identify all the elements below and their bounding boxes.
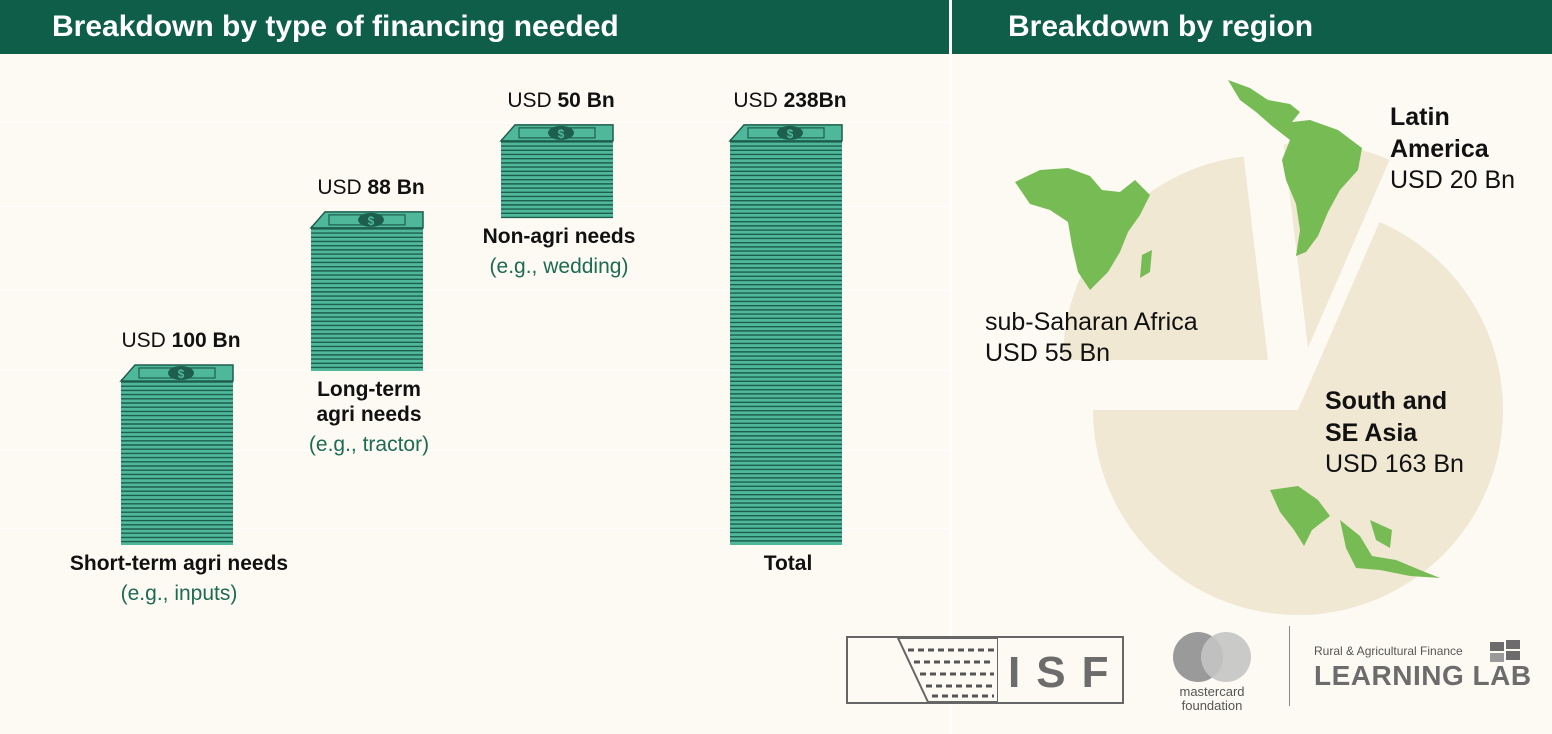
learning-lab-title: LEARNING LAB <box>1314 660 1532 691</box>
south-asia-map-icon <box>1270 486 1440 578</box>
money-stack: $ <box>309 211 424 371</box>
money-stack: $ <box>499 124 614 219</box>
stack-value-label: USD 50 Bn <box>507 88 615 112</box>
dollar-icon <box>777 125 803 140</box>
dollar-icon <box>358 212 384 227</box>
stack-value-label: USD 238Bn <box>733 88 847 112</box>
learning-lab-logo: Rural & Agricultural Finance LEARNING LA… <box>1314 640 1534 700</box>
region-maps <box>1015 80 1440 578</box>
mastercard-text: mastercard <box>1179 684 1245 699</box>
category-example: (e.g., inputs) <box>120 582 238 605</box>
pie-slice <box>1063 156 1268 360</box>
category-label: Non-agri needs <box>482 224 636 248</box>
category-label: Long-term agri needs <box>316 378 422 426</box>
gridline <box>0 450 949 451</box>
learning-lab-emblem-icon <box>1490 640 1520 662</box>
money-stack-chart: $ $ $ $ <box>119 124 843 545</box>
mastercard-circles-icon <box>1173 632 1251 682</box>
category-label: Total <box>763 552 813 575</box>
money-stack: $ <box>119 364 234 545</box>
dollar-sign: $ <box>558 127 565 141</box>
learning-lab-subtitle: Rural & Agricultural Finance <box>1314 644 1463 658</box>
region-name-label: sub-Saharan Africa <box>985 308 1198 336</box>
logo-separator <box>1289 626 1290 706</box>
madagascar-map-icon <box>1140 250 1152 278</box>
isf-emblem-icon <box>896 638 998 702</box>
gridline <box>0 290 949 291</box>
isf-logo: ISF <box>846 636 1124 704</box>
left-section-title: Breakdown by type of financing needed <box>0 0 949 54</box>
stack-value-label: USD 100 Bn <box>121 329 241 352</box>
section-divider <box>949 0 952 734</box>
gridline <box>0 206 949 207</box>
region-value-label: USD 20 Bn <box>1390 166 1516 194</box>
dollar-sign: $ <box>787 127 794 141</box>
foundation-text: foundation <box>1181 698 1243 713</box>
region-name-label: Latin America <box>1390 103 1489 163</box>
dollar-sign: $ <box>178 367 185 381</box>
gridline <box>0 528 949 529</box>
dollar-icon <box>168 366 194 380</box>
region-name-label: South and SE Asia <box>1325 387 1448 447</box>
money-stack: $ <box>728 124 843 545</box>
latin-america-map-icon <box>1228 80 1362 256</box>
right-section-title: Breakdown by region <box>952 0 1552 54</box>
region-value-label: USD 55 Bn <box>985 339 1111 367</box>
dollar-sign: $ <box>368 214 375 228</box>
dollar-icon <box>548 125 574 140</box>
stack-value-label: USD 88 Bn <box>317 175 425 199</box>
region-value-label: USD 163 Bn <box>1325 450 1464 478</box>
category-example: (e.g., wedding) <box>489 254 629 278</box>
gridline <box>0 122 949 123</box>
gridline <box>0 370 949 371</box>
mastercard-foundation-logo: mastercard foundation <box>1162 630 1262 720</box>
category-label: Short-term agri needs <box>69 552 289 575</box>
africa-map-icon <box>1015 168 1150 290</box>
category-example: (e.g., tractor) <box>308 433 430 456</box>
isf-logo-text: ISF <box>1008 648 1125 697</box>
pie-slice <box>1093 221 1503 615</box>
